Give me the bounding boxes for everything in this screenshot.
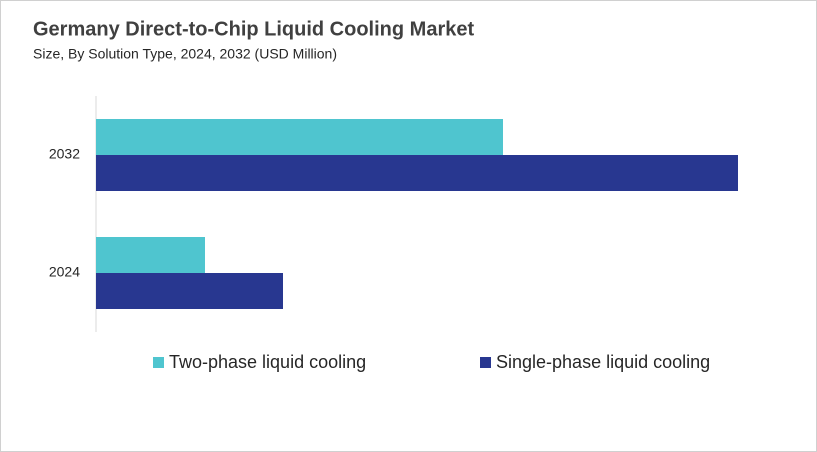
legend-swatch — [480, 357, 491, 368]
bar — [96, 273, 283, 309]
bar — [96, 237, 205, 273]
bar — [96, 119, 503, 155]
bar — [96, 155, 738, 191]
legend-label: Two-phase liquid cooling — [169, 352, 366, 372]
y-tick-label: 2024 — [49, 264, 80, 280]
y-tick-label: 2032 — [49, 146, 80, 162]
legend-swatch — [153, 357, 164, 368]
legend-label: Single-phase liquid cooling — [496, 352, 710, 372]
chart-title: Germany Direct-to-Chip Liquid Cooling Ma… — [33, 18, 474, 40]
chart-subtitle: Size, By Solution Type, 2024, 2032 (USD … — [33, 46, 337, 62]
